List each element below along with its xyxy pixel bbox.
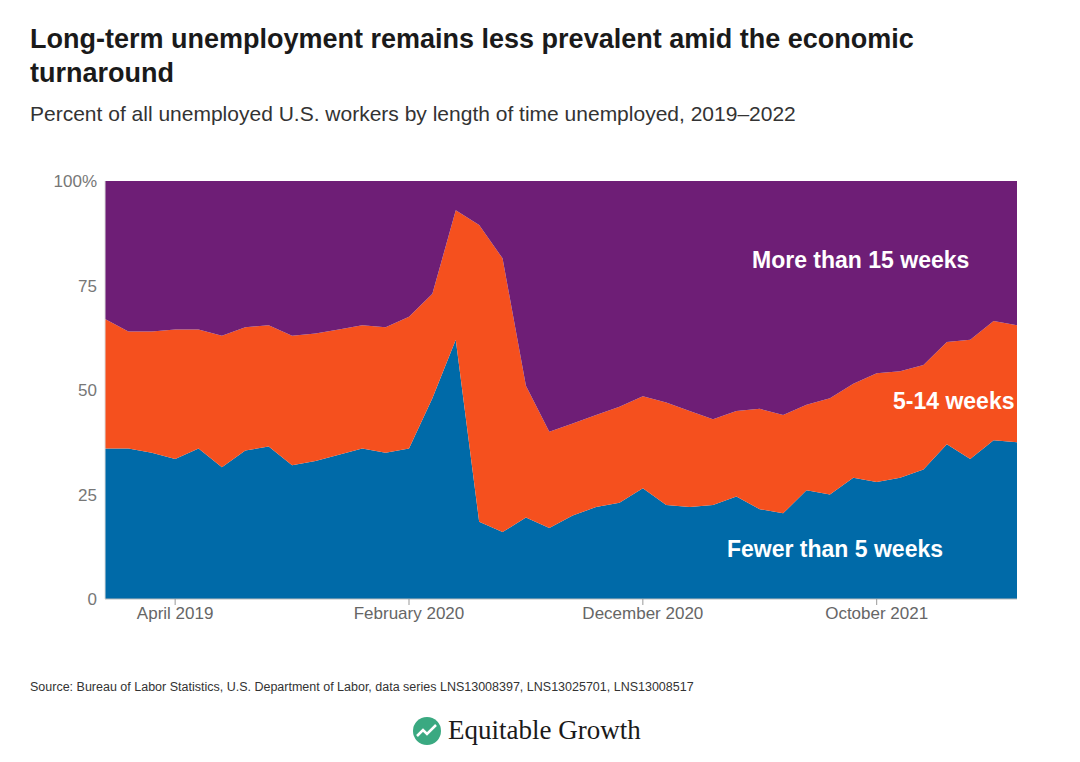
svg-text:October 2021: October 2021 bbox=[825, 604, 928, 623]
svg-text:75: 75 bbox=[78, 277, 97, 296]
svg-text:50: 50 bbox=[78, 381, 97, 400]
svg-text:December 2020: December 2020 bbox=[582, 604, 703, 623]
html-text:5-14 weeks: 5-14 weeks bbox=[893, 388, 1015, 414]
html-text:Source: Bureau of Labor Statis: Source: Bureau of Labor Statistics, U.S.… bbox=[30, 680, 694, 694]
html-text:Percent of all unemployed U.S.: Percent of all unemployed U.S. workers b… bbox=[30, 102, 796, 125]
html-text:Equitable Growth: Equitable Growth bbox=[448, 715, 641, 745]
html-text:More than 15 weeks: More than 15 weeks bbox=[752, 247, 970, 273]
svg-text:0: 0 bbox=[88, 590, 97, 609]
svg-text:100%: 100% bbox=[54, 172, 97, 191]
html-text:Long-term unemployment remains: Long-term unemployment remains less prev… bbox=[30, 24, 914, 88]
html-text:Fewer than 5 weeks: Fewer than 5 weeks bbox=[727, 536, 943, 562]
svg-text:25: 25 bbox=[78, 486, 97, 505]
svg-text:February 2020: February 2020 bbox=[354, 604, 465, 623]
svg-text:April 2019: April 2019 bbox=[137, 604, 214, 623]
